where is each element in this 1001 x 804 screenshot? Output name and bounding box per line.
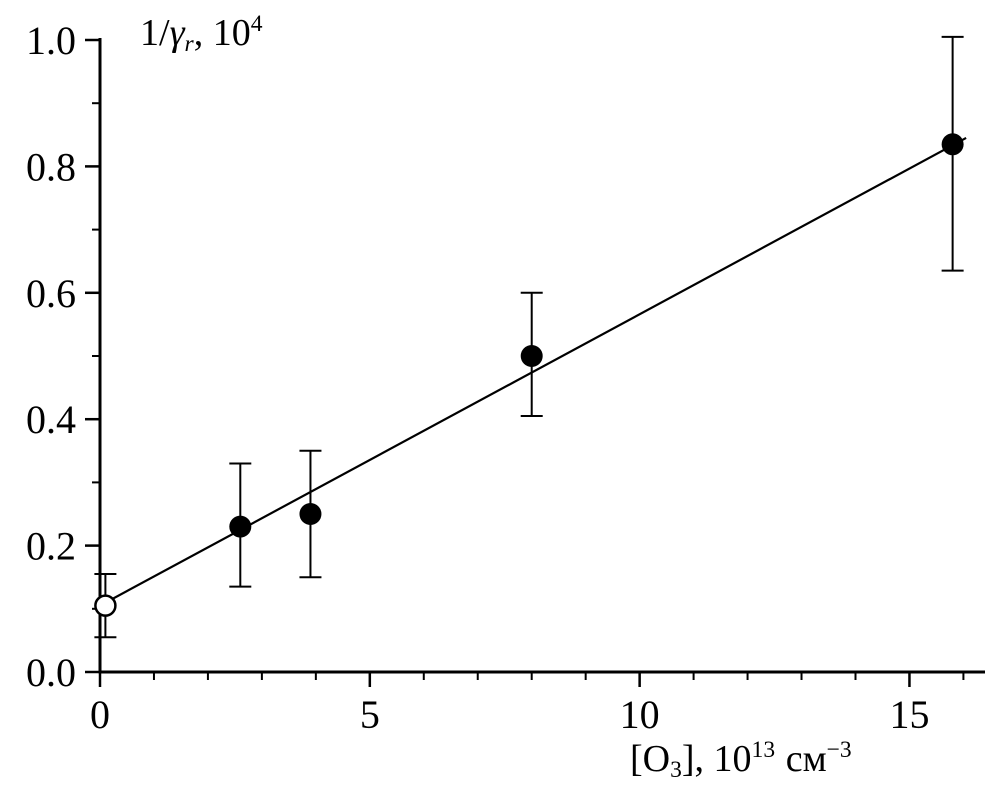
x-tick-label: 15 — [889, 692, 929, 737]
filled-circle-marker — [229, 515, 252, 538]
filled-circle-marker — [299, 503, 322, 525]
x-title-exponent: 13 — [751, 737, 776, 763]
y-tick-label: 0.0 — [26, 650, 76, 695]
open-circle-marker — [94, 594, 117, 617]
x-tick-label: 5 — [360, 692, 380, 737]
fit-line — [99, 136, 967, 607]
filled-circle-marker — [941, 133, 964, 156]
x-title-unit: см — [785, 738, 827, 781]
y-title-subscript: r — [184, 31, 194, 57]
x-axis-title: [O3], 1013 см−3 — [630, 737, 852, 784]
y-tick-label: 0.8 — [26, 144, 76, 189]
x-tick-label: 10 — [620, 692, 660, 737]
y-tick-label: 1.0 — [26, 18, 76, 63]
y-axis-title: 1/γr, 104 — [140, 11, 263, 58]
y-title-mid: , 10 — [193, 12, 251, 55]
y-tick-label: 0.4 — [26, 397, 76, 442]
y-tick-label: 0.6 — [26, 271, 76, 316]
x-title-unit-exponent: −3 — [826, 737, 852, 763]
filled-circle-marker — [520, 345, 543, 367]
x-title-mid: ], 10 — [681, 738, 752, 781]
x-title-pre: [O — [630, 738, 671, 781]
x-tick-label: 0 — [90, 692, 110, 737]
y-title-exponent: 4 — [250, 11, 263, 37]
y-tick-label: 0.2 — [26, 524, 76, 569]
ozone-subscript: 3 — [670, 757, 682, 783]
y-title-pre: 1/ — [140, 12, 170, 55]
gamma-symbol: γ — [169, 12, 185, 55]
